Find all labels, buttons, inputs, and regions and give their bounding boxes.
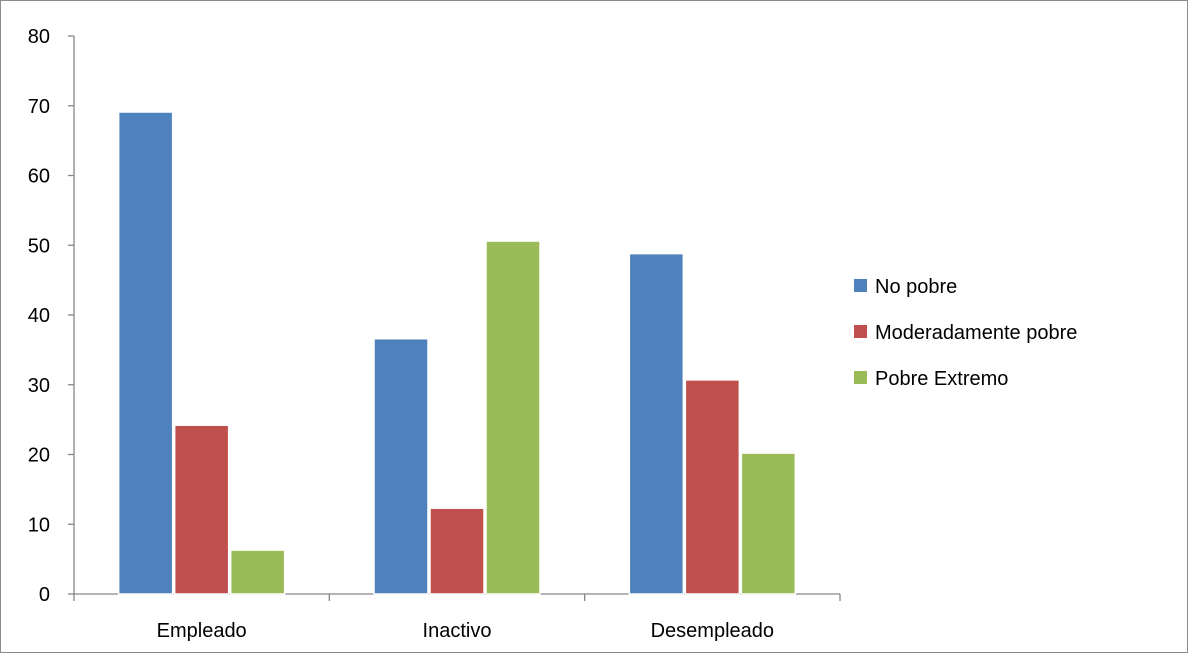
bars — [117, 111, 797, 595]
x-tick-label: Desempleado — [651, 620, 774, 642]
bar — [117, 111, 174, 595]
legend-swatch — [854, 279, 867, 292]
bar — [229, 549, 286, 595]
legend-label: Pobre Extremo — [875, 368, 1008, 390]
y-tick-label: 80 — [28, 26, 50, 48]
y-tick-label: 10 — [28, 514, 50, 536]
legend-label: No pobre — [875, 276, 957, 298]
y-tick-label: 20 — [28, 445, 50, 467]
bar — [684, 379, 741, 595]
y-tick-label: 0 — [39, 584, 50, 606]
legend: No pobre Moderadamente pobre Pobre Extremo — [854, 276, 1077, 390]
y-tick-label: 50 — [28, 235, 50, 257]
bar — [628, 252, 685, 595]
bar — [373, 337, 429, 595]
y-tick-label: 30 — [28, 375, 50, 397]
axes: 0 10 20 30 40 50 60 70 80 Empleado Inactivo Desempl… — [28, 26, 841, 642]
y-tick-label: 40 — [28, 305, 50, 327]
legend-swatch — [854, 325, 867, 338]
bar — [740, 452, 797, 595]
legend-swatch — [854, 371, 867, 384]
bar — [173, 424, 230, 595]
bar — [485, 240, 541, 595]
y-tick-label: 70 — [28, 96, 50, 118]
bar — [429, 507, 485, 595]
legend-label: Moderadamente pobre — [875, 322, 1077, 344]
y-tick-label: 60 — [28, 166, 50, 188]
x-tick-label: Empleado — [157, 620, 247, 642]
x-tick-label: Inactivo — [423, 620, 492, 642]
